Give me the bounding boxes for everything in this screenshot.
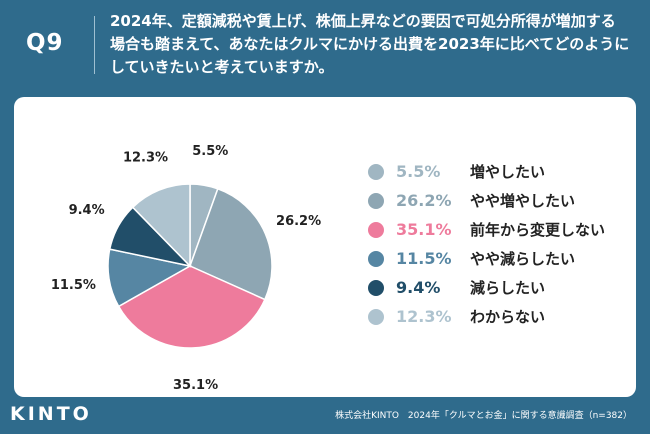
legend-item-4: 9.4% 減らしたい (366, 275, 626, 304)
pie-data-label-0: 5.5% (192, 144, 228, 159)
question-number: Q9 (26, 30, 64, 56)
pie-data-label-3: 11.5% (51, 278, 96, 293)
legend-swatch-3 (368, 251, 384, 267)
legend-item-0: 5.5% 増やしたい (366, 159, 626, 188)
header-divider (94, 16, 95, 74)
legend-label-0: 増やしたい (470, 163, 546, 181)
legend-label-4: 減らしたい (470, 279, 546, 297)
legend-value-0: 5.5% (396, 162, 441, 181)
legend-label-5: わからない (470, 308, 546, 326)
pie-slice-1 (189, 187, 273, 301)
pie-slice-5 (131, 183, 191, 268)
chart-card: 5.5% 26.2% 35.1% 11.5% 9.4% 12.3% 5.5% 増やしたい 26… (14, 97, 636, 397)
legend-item-5: 12.3% わからない (366, 304, 626, 333)
legend-swatch-4 (368, 280, 384, 296)
legend-swatch-2 (368, 222, 384, 238)
pie-data-label-2: 35.1% (173, 378, 218, 393)
pie-data-label-5: 12.3% (123, 151, 168, 166)
question-text: 2024年、定額減税や賃上げ、株価上昇などの要因で可処分所得が増加する場合も踏ま… (110, 12, 630, 76)
chart-legend: 5.5% 増やしたい 26.2% やや増やしたい 35.1% 前年から変更しない 11.5%… (366, 159, 626, 333)
legend-swatch-0 (368, 164, 384, 180)
question-header: Q9 2024年、定額減税や賃上げ、株価上昇などの要因で可処分所得が増加する場合… (0, 0, 650, 94)
pie-data-label-4: 9.4% (69, 203, 105, 218)
legend-label-3: やや減らしたい (470, 250, 576, 268)
legend-swatch-1 (368, 193, 384, 209)
legend-value-2: 35.1% (396, 220, 452, 239)
legend-item-2: 35.1% 前年から変更しない (366, 217, 626, 246)
survey-source: 株式会社KINTO 2024年「クルマとお金」に関する意識調査（n=382） (335, 411, 632, 421)
legend-swatch-5 (368, 309, 384, 325)
kinto-logo: KINTO (10, 403, 92, 425)
pie-data-label-1: 26.2% (276, 214, 321, 229)
legend-value-3: 11.5% (396, 249, 452, 268)
legend-value-1: 26.2% (396, 191, 452, 210)
legend-value-4: 9.4% (396, 278, 441, 297)
legend-item-1: 26.2% やや増やしたい (366, 188, 626, 217)
legend-value-5: 12.3% (396, 307, 452, 326)
legend-label-2: 前年から変更しない (470, 221, 606, 239)
legend-label-1: やや増やしたい (470, 192, 576, 210)
legend-item-3: 11.5% やや減らしたい (366, 246, 626, 275)
pie-chart: 5.5% 26.2% 35.1% 11.5% 9.4% 12.3% (51, 144, 321, 393)
